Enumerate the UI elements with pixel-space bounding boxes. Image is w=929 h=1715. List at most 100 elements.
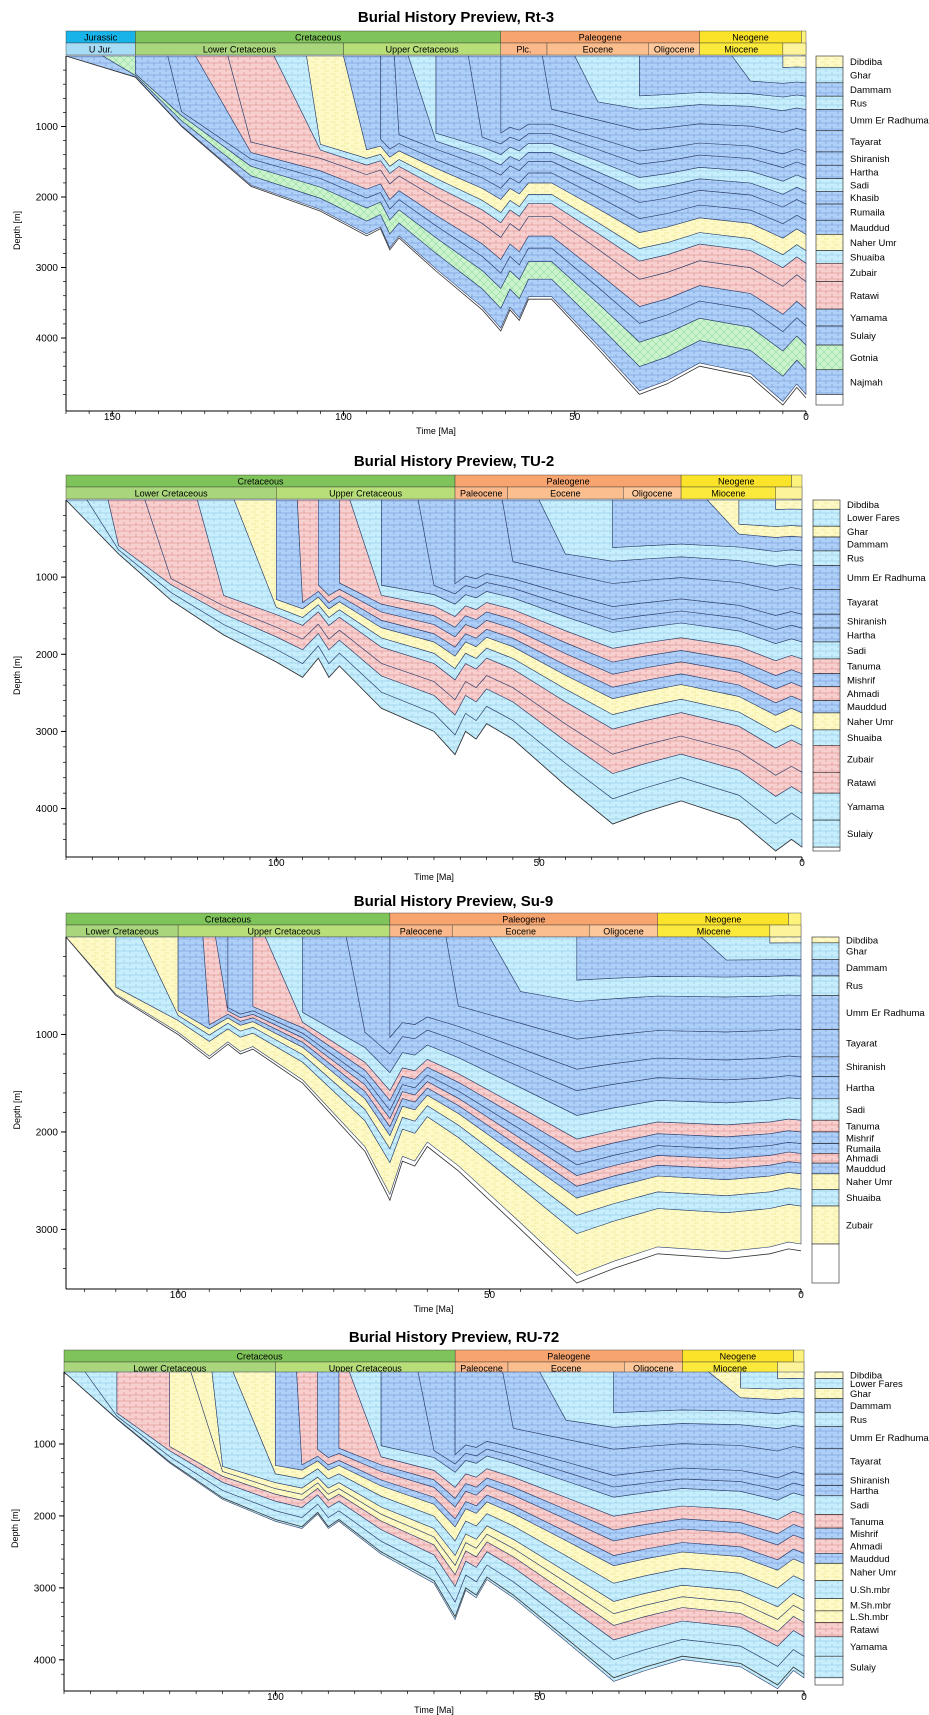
y-tick-label: 3000 xyxy=(34,1583,57,1594)
epoch-label: Upper Cretaceous xyxy=(329,1364,403,1374)
legend-swatch-lower-fares xyxy=(814,1378,844,1389)
legend-label-hartha: Hartha xyxy=(846,1083,875,1094)
legend-label-naher-umr: Naher Umr xyxy=(847,717,893,728)
legend-label-tayarat: Tayarat xyxy=(850,137,882,148)
y-tick-label: 2000 xyxy=(36,650,59,661)
legend-label-ratawi: Ratawi xyxy=(850,1625,879,1636)
x-tick-label: 100 xyxy=(335,412,352,423)
legend-swatch-lower-fares xyxy=(812,508,841,527)
epoch-label: Miocene xyxy=(724,45,758,55)
legend-swatch-sadi xyxy=(811,1098,840,1121)
x-tick-label: 150 xyxy=(104,412,121,423)
legend-swatch-shiranish xyxy=(811,1056,840,1077)
legend-swatch-umm-er-radhuma xyxy=(814,1426,844,1449)
epoch-label: Eocene xyxy=(551,1364,582,1374)
x-axis-label: Time [Ma] xyxy=(416,426,456,436)
legend-label-rumaila: Rumaila xyxy=(850,208,886,219)
y-tick-label: 2000 xyxy=(34,1511,57,1522)
legend-label-u-sh-mbr: U.Sh.mbr xyxy=(850,1585,890,1596)
era-label: Cretaceous xyxy=(237,477,284,487)
legend-label-tanuma: Tanuma xyxy=(846,1122,881,1133)
epoch-label: Paleocene xyxy=(460,1364,503,1374)
legend-swatch-shiranish xyxy=(815,151,844,166)
chart-title: Burial History Preview, Rt-3 xyxy=(358,9,554,26)
x-tick-label: 100 xyxy=(267,1692,284,1703)
burial-layers xyxy=(65,55,807,402)
epoch-label: Eocene xyxy=(505,927,536,937)
y-tick-label: 1000 xyxy=(36,1030,59,1041)
burial-chart-su-9: Burial History Preview, Su-9 Cretaceous Pa… xyxy=(12,893,925,1314)
legend-label-sadi: Sadi xyxy=(850,1501,869,1512)
legend-label-hartha: Hartha xyxy=(850,167,879,178)
legend-label-naher-umr: Naher Umr xyxy=(850,1568,896,1579)
x-tick-label: 50 xyxy=(534,858,546,869)
legend-label-ghar: Ghar xyxy=(850,71,871,82)
x-tick-label: 0 xyxy=(799,858,805,869)
x-tick-label: 100 xyxy=(170,1290,187,1301)
legend-label-umm-er-radhuma: Umm Er Radhuma xyxy=(850,1433,929,1444)
burial-layers xyxy=(63,1371,805,1690)
legend-label-lower-fares: Lower Fares xyxy=(847,513,900,524)
epoch-label: Eocene xyxy=(583,45,614,55)
legend-swatch-ratawi xyxy=(815,281,844,310)
legend-swatch-hartha xyxy=(812,627,841,643)
pliocene-band xyxy=(782,42,807,56)
layer-dibdiba xyxy=(782,55,807,68)
y-tick-label: 1000 xyxy=(36,573,59,584)
layer-dibdiba xyxy=(775,499,803,510)
legend-label-ghar: Ghar xyxy=(846,947,867,958)
legend-label-shiranish: Shiranish xyxy=(850,154,890,165)
legend-swatch-sulaiy xyxy=(815,325,844,346)
x-tick-label: 50 xyxy=(569,412,581,423)
legend-swatch-ahmadi xyxy=(814,1538,844,1554)
x-tick-label: 0 xyxy=(801,1692,807,1703)
legend-swatch-shuaiba xyxy=(812,729,841,746)
legend-swatch-najmah xyxy=(815,369,844,395)
burial-chart-ru-72: Burial History Preview, RU-72 Cretaceous P… xyxy=(10,1329,929,1715)
y-tick-label: 4000 xyxy=(36,334,59,345)
legend-swatch-tayarat xyxy=(812,589,841,615)
epoch-label: Miocene xyxy=(711,489,745,499)
legend-label-l-sh-mbr: L.Sh.mbr xyxy=(850,1612,889,1623)
era-label: Paleogene xyxy=(547,1352,590,1362)
epoch-label: Upper Cretaceous xyxy=(386,45,460,55)
epoch-label: Miocene xyxy=(697,927,731,937)
legend-label-lower-fares: Lower Fares xyxy=(850,1379,903,1390)
legend-swatch-m-sh-mbr xyxy=(814,1598,844,1612)
legend-label-dibdiba: Dibdiba xyxy=(850,1371,883,1382)
legend-swatch-sadi xyxy=(815,178,844,192)
legend-label-rus: Rus xyxy=(847,554,864,565)
legend-swatch-mauddud xyxy=(811,1162,840,1175)
legend-swatch-naher-umr xyxy=(815,234,844,251)
epoch-label: Lower Cretaceous xyxy=(203,45,277,55)
legend-label-umm-er-radhuma: Umm Er Radhuma xyxy=(847,573,926,584)
legend-swatch-rumaila xyxy=(811,1143,840,1154)
legend-label-dammam: Dammam xyxy=(850,1401,891,1412)
legend-swatch-shiranish xyxy=(812,613,841,629)
epoch-label: Miocene xyxy=(713,1364,747,1374)
legend-label-shuaiba: Shuaiba xyxy=(846,1193,882,1204)
legend-label-mishrif: Mishrif xyxy=(846,1133,874,1144)
epoch-label: Oligocene xyxy=(632,489,673,499)
legend-swatch-dammam xyxy=(812,536,841,552)
legend-swatch-shiranish xyxy=(814,1473,844,1486)
legend-swatch-dammam xyxy=(815,82,844,97)
legend-label-shuaiba: Shuaiba xyxy=(850,252,886,263)
burial-chart-tu-2: Burial History Preview, TU-2 Cretaceous Pa… xyxy=(12,453,926,882)
x-axis-label: Time [Ma] xyxy=(414,872,454,882)
legend-label-mauddud: Mauddud xyxy=(846,1164,886,1175)
legend-swatch-sadi xyxy=(814,1495,844,1515)
legend-swatch-mauddud xyxy=(815,219,844,235)
legend-label-khasib: Khasib xyxy=(850,193,879,204)
legend-label-dammam: Dammam xyxy=(846,963,887,974)
legend-swatch-umm-er-radhuma xyxy=(815,109,844,132)
legend-label-najmah: Najmah xyxy=(850,378,883,389)
legend-basement xyxy=(814,1677,844,1686)
y-tick-label: 2000 xyxy=(36,1127,59,1138)
era-label: Paleogene xyxy=(502,915,545,925)
burial-chart-rt-3: Burial History Preview, Rt-3 Jurassic Cret… xyxy=(12,9,929,436)
epoch-label: Lower Cretaceous xyxy=(135,489,209,499)
legend-label-yamama: Yamama xyxy=(850,1642,888,1653)
